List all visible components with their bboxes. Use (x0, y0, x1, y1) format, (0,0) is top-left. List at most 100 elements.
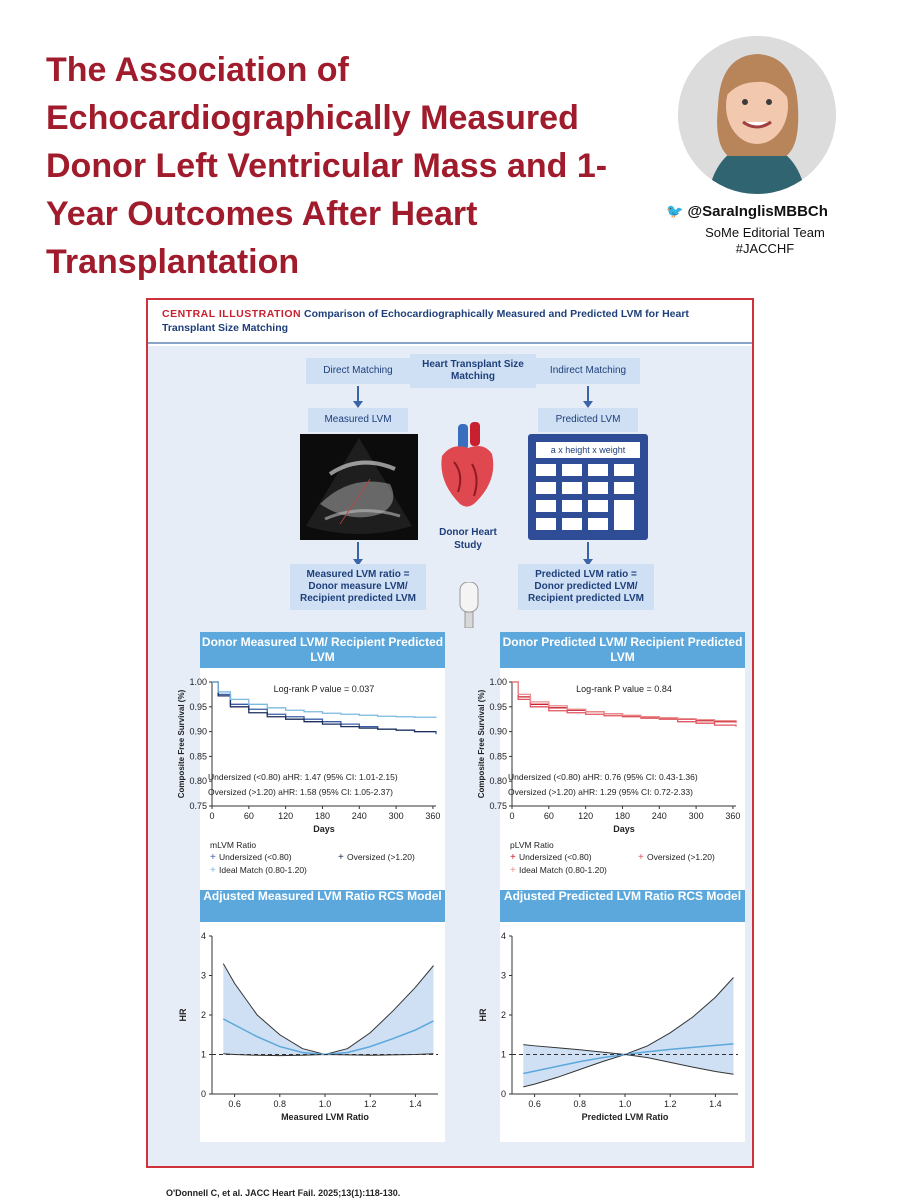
central-illustration: CENTRAL ILLUSTRATION Comparison of Echoc… (146, 298, 754, 1198)
km-chart-predicted: 0.75 0.80 0.85 0.90 0.95 1.00 0 60 120 180 240 300 3… (477, 668, 745, 890)
indirect-matching-box: Indirect Matching (536, 358, 640, 384)
x-tick-label: 360 (425, 811, 440, 821)
x-tick-label: 0.8 (274, 1099, 287, 1109)
predicted-lvm-box: Predicted LVM (538, 408, 638, 432)
measured-ratio-box: Measured LVM ratio = Donor measure LVM/ … (290, 564, 426, 610)
y-tick-label: 0.75 (189, 801, 207, 811)
author-hashtag: #JACCHF (735, 241, 795, 256)
x-tick-label: 1.2 (664, 1099, 677, 1109)
x-tick-label: 120 (578, 811, 593, 821)
x-tick-label: 0 (209, 811, 214, 821)
y-tick-label: 1 (501, 1050, 506, 1060)
rcs-chart-measured: 0 1 2 3 4 0.6 0.8 1.0 1.2 1.4 Measured LVM Ratio HR (178, 922, 445, 1142)
legend-marker: + (338, 852, 344, 863)
x-tick-label: 300 (389, 811, 404, 821)
donor-heart-study-label: Donor Heart Study (439, 527, 497, 551)
legend-label: Oversized (>1.20) (347, 852, 415, 862)
measured-lvm-box: Measured LVM (308, 408, 408, 432)
hazard-ratio-text: Oversized (>1.20) aHR: 1.58 (95% CI: 1.0… (208, 787, 393, 797)
y-tick-label: 3 (201, 971, 206, 981)
x-tick-label: 1.0 (619, 1099, 632, 1109)
legend-label: Undersized (<0.80) (519, 852, 592, 862)
legend-marker: + (210, 852, 216, 863)
y-tick-label: 0.75 (489, 801, 507, 811)
km-right-title: Donor Predicted LVM/ Recipient Predicted… (500, 632, 745, 668)
legend-label: Oversized (>1.20) (647, 852, 715, 862)
x-tick-label: 180 (315, 811, 330, 821)
x-axis-label: Measured LVM Ratio (281, 1112, 369, 1122)
formula-display: a x height x weight (536, 442, 640, 458)
heart-icon (434, 422, 502, 512)
confidence-band (223, 963, 434, 1056)
y-tick-label: 0.80 (189, 776, 207, 786)
x-tick-label: 0.6 (528, 1099, 541, 1109)
arrow-down-icon (353, 386, 363, 408)
y-axis-label: HR (178, 1008, 188, 1021)
series-line (212, 681, 436, 733)
legend-title: pLVM Ratio (510, 840, 554, 850)
echo-image (300, 434, 418, 540)
y-tick-label: 3 (501, 971, 506, 981)
x-tick-label: 120 (278, 811, 293, 821)
km-chart-measured: 0.75 0.80 0.85 0.90 0.95 1.00 0 60 120 180 240 300 3… (177, 668, 445, 890)
y-tick-label: 2 (201, 1010, 206, 1020)
legend-marker: + (510, 865, 516, 876)
km-left-title: Donor Measured LVM/ Recipient Predicted … (200, 632, 445, 668)
author-team: SoMe Editorial Team (705, 225, 825, 240)
rcs-left-title: Adjusted Measured LVM Ratio RCS Model (200, 886, 445, 922)
direct-matching-box: Direct Matching (306, 358, 410, 384)
x-tick-label: 360 (725, 811, 740, 821)
y-tick-label: 0.90 (189, 727, 207, 737)
y-tick-label: 0.80 (489, 776, 507, 786)
confidence-band (523, 977, 734, 1087)
x-axis-label: Predicted LVM Ratio (582, 1112, 669, 1122)
y-tick-label: 1 (201, 1050, 206, 1060)
x-tick-label: 180 (615, 811, 630, 821)
y-tick-label: 0.95 (189, 702, 207, 712)
x-tick-label: 1.4 (709, 1099, 722, 1109)
chart-annotation: Log-rank P value = 0.84 (576, 684, 672, 694)
y-tick-label: 0.95 (489, 702, 507, 712)
central-illustration-title: CENTRAL ILLUSTRATION Comparison of Echoc… (162, 307, 742, 335)
arrow-down-icon (353, 542, 363, 566)
x-tick-label: 60 (244, 811, 254, 821)
y-tick-label: 0.85 (489, 751, 507, 761)
central-illustration-body: Direct Matching Heart Transplant Size Ma… (148, 346, 752, 1198)
y-axis-label: Composite Free Survival (%) (477, 689, 486, 798)
central-illustration-heading: Comparison of Echocardiographically Meas… (162, 308, 689, 334)
x-tick-label: 0.6 (228, 1099, 241, 1109)
citation: O'Donnell C, et al. JACC Heart Fail. 202… (166, 1188, 401, 1198)
y-tick-label: 0 (501, 1089, 506, 1099)
twitter-icon: 🐦 (666, 203, 684, 219)
y-tick-label: 2 (501, 1010, 506, 1020)
x-tick-label: 0.8 (574, 1099, 587, 1109)
arrow-down-icon (583, 386, 593, 408)
x-axis-label: Days (613, 824, 635, 834)
y-tick-label: 1.00 (189, 677, 207, 687)
y-tick-label: 0.90 (489, 727, 507, 737)
author-handle[interactable]: 🐦 @SaraInglisMBBCh (666, 203, 866, 220)
x-tick-label: 240 (652, 811, 667, 821)
hazard-ratio-text: Oversized (>1.20) aHR: 1.29 (95% CI: 0.7… (508, 787, 693, 797)
legend-label: Undersized (<0.80) (219, 852, 292, 862)
y-tick-label: 0.85 (189, 751, 207, 761)
y-axis-label: HR (478, 1008, 488, 1021)
x-axis-label: Days (313, 824, 335, 834)
series-line (212, 681, 437, 718)
rcs-chart-predicted: 0 1 2 3 4 0.6 0.8 1.0 1.2 1.4 Predicted LVM Ratio H… (478, 922, 745, 1142)
y-tick-label: 1.00 (489, 677, 507, 687)
legend-label: Ideal Match (0.80-1.20) (219, 865, 307, 875)
hazard-ratio-text: Undersized (<0.80) aHR: 1.47 (95% CI: 1.… (208, 772, 398, 782)
x-tick-label: 1.2 (364, 1099, 377, 1109)
x-tick-label: 1.0 (319, 1099, 332, 1109)
arrow-down-icon (583, 542, 593, 566)
predicted-ratio-box: Predicted LVM ratio = Donor predicted LV… (518, 564, 654, 610)
plot-background (200, 668, 445, 890)
x-tick-label: 60 (544, 811, 554, 821)
page-title: The Association of Echocardiographically… (46, 51, 608, 281)
legend-title: mLVM Ratio (210, 840, 256, 850)
x-tick-label: 0 (509, 811, 514, 821)
x-tick-label: 240 (352, 811, 367, 821)
central-illustration-header: CENTRAL ILLUSTRATION Comparison of Echoc… (148, 300, 752, 344)
y-axis-label: Composite Free Survival (%) (177, 689, 186, 798)
